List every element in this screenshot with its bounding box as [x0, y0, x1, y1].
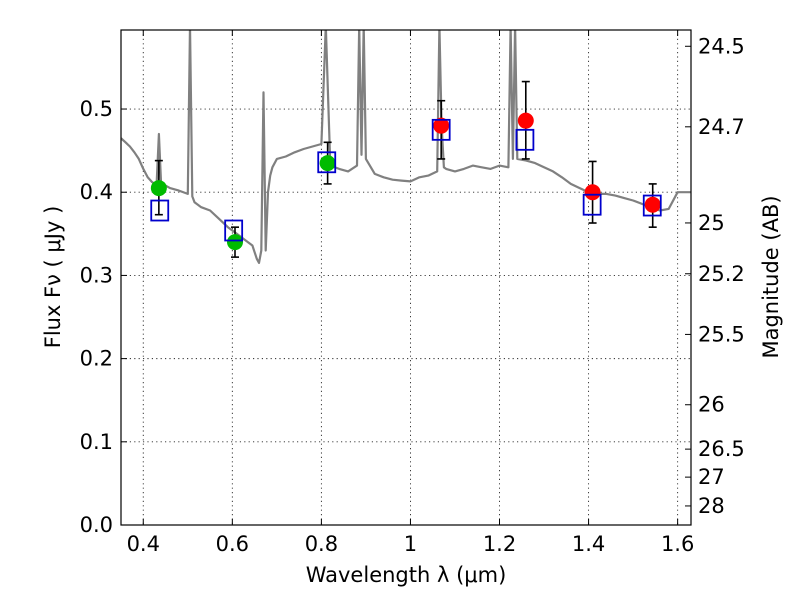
y-tick-label: 0.4	[80, 180, 113, 204]
observed-point	[433, 117, 450, 134]
observed-point	[319, 155, 336, 172]
model-point	[431, 118, 451, 141]
observed-point	[227, 234, 243, 251]
x-axis-label: Wavelength λ (μm)	[306, 563, 507, 587]
y2-tick-label: 25.5	[698, 322, 745, 346]
plot-frame	[120, 29, 692, 526]
errorbar-layer	[154, 80, 657, 258]
y-tick-label: 0.3	[80, 263, 113, 287]
model-point	[642, 194, 662, 217]
model-point	[150, 199, 170, 222]
y-axis-label: Flux Fν ( μJy )	[41, 206, 65, 349]
model-point	[317, 151, 337, 174]
observed-point	[150, 180, 167, 197]
x-tick-label: 1.4	[572, 532, 605, 556]
y-tick-label: 0.1	[80, 430, 113, 454]
observed-point	[644, 196, 661, 213]
y-tick-label: 0.2	[80, 347, 113, 371]
grid-lines	[121, 30, 691, 525]
y-tick-label: 0.5	[80, 97, 113, 121]
y2-axis-label: Magnitude (AB)	[759, 195, 783, 358]
model-point	[515, 128, 535, 151]
x-tick-label: 1	[404, 532, 417, 556]
x-tick-label: 0.8	[305, 532, 338, 556]
model-points-layer	[150, 118, 662, 242]
observed-point	[584, 184, 601, 201]
y-tick-label: 0.0	[80, 513, 113, 537]
model-point	[224, 219, 244, 242]
axis-ticks: 0.4 0.6 0.8 1 1.2 1.4 1.6 0.0 0.1 0.2 0.3 0.4 0.5 24.…	[80, 30, 745, 556]
x-tick-label: 0.4	[127, 532, 160, 556]
y2-tick-label: 24.7	[698, 115, 745, 139]
model-spectrum-line	[121, 30, 691, 264]
y2-tick-label: 26.5	[698, 437, 745, 461]
y2-tick-label: 27	[698, 465, 725, 489]
x-tick-label: 1.6	[661, 532, 694, 556]
y2-tick-label: 25	[698, 211, 725, 235]
x-tick-label: 1.2	[483, 532, 516, 556]
y2-tick-label: 24.5	[698, 34, 745, 58]
observed-points-layer	[150, 112, 661, 251]
model-point	[582, 193, 602, 216]
x-tick-label: 0.6	[216, 532, 249, 556]
y2-tick-label: 25.2	[698, 262, 745, 286]
y2-tick-label: 26	[698, 393, 725, 417]
observed-point	[517, 112, 534, 129]
model-spectrum-layer	[121, 30, 691, 264]
y2-tick-label: 28	[698, 494, 725, 518]
